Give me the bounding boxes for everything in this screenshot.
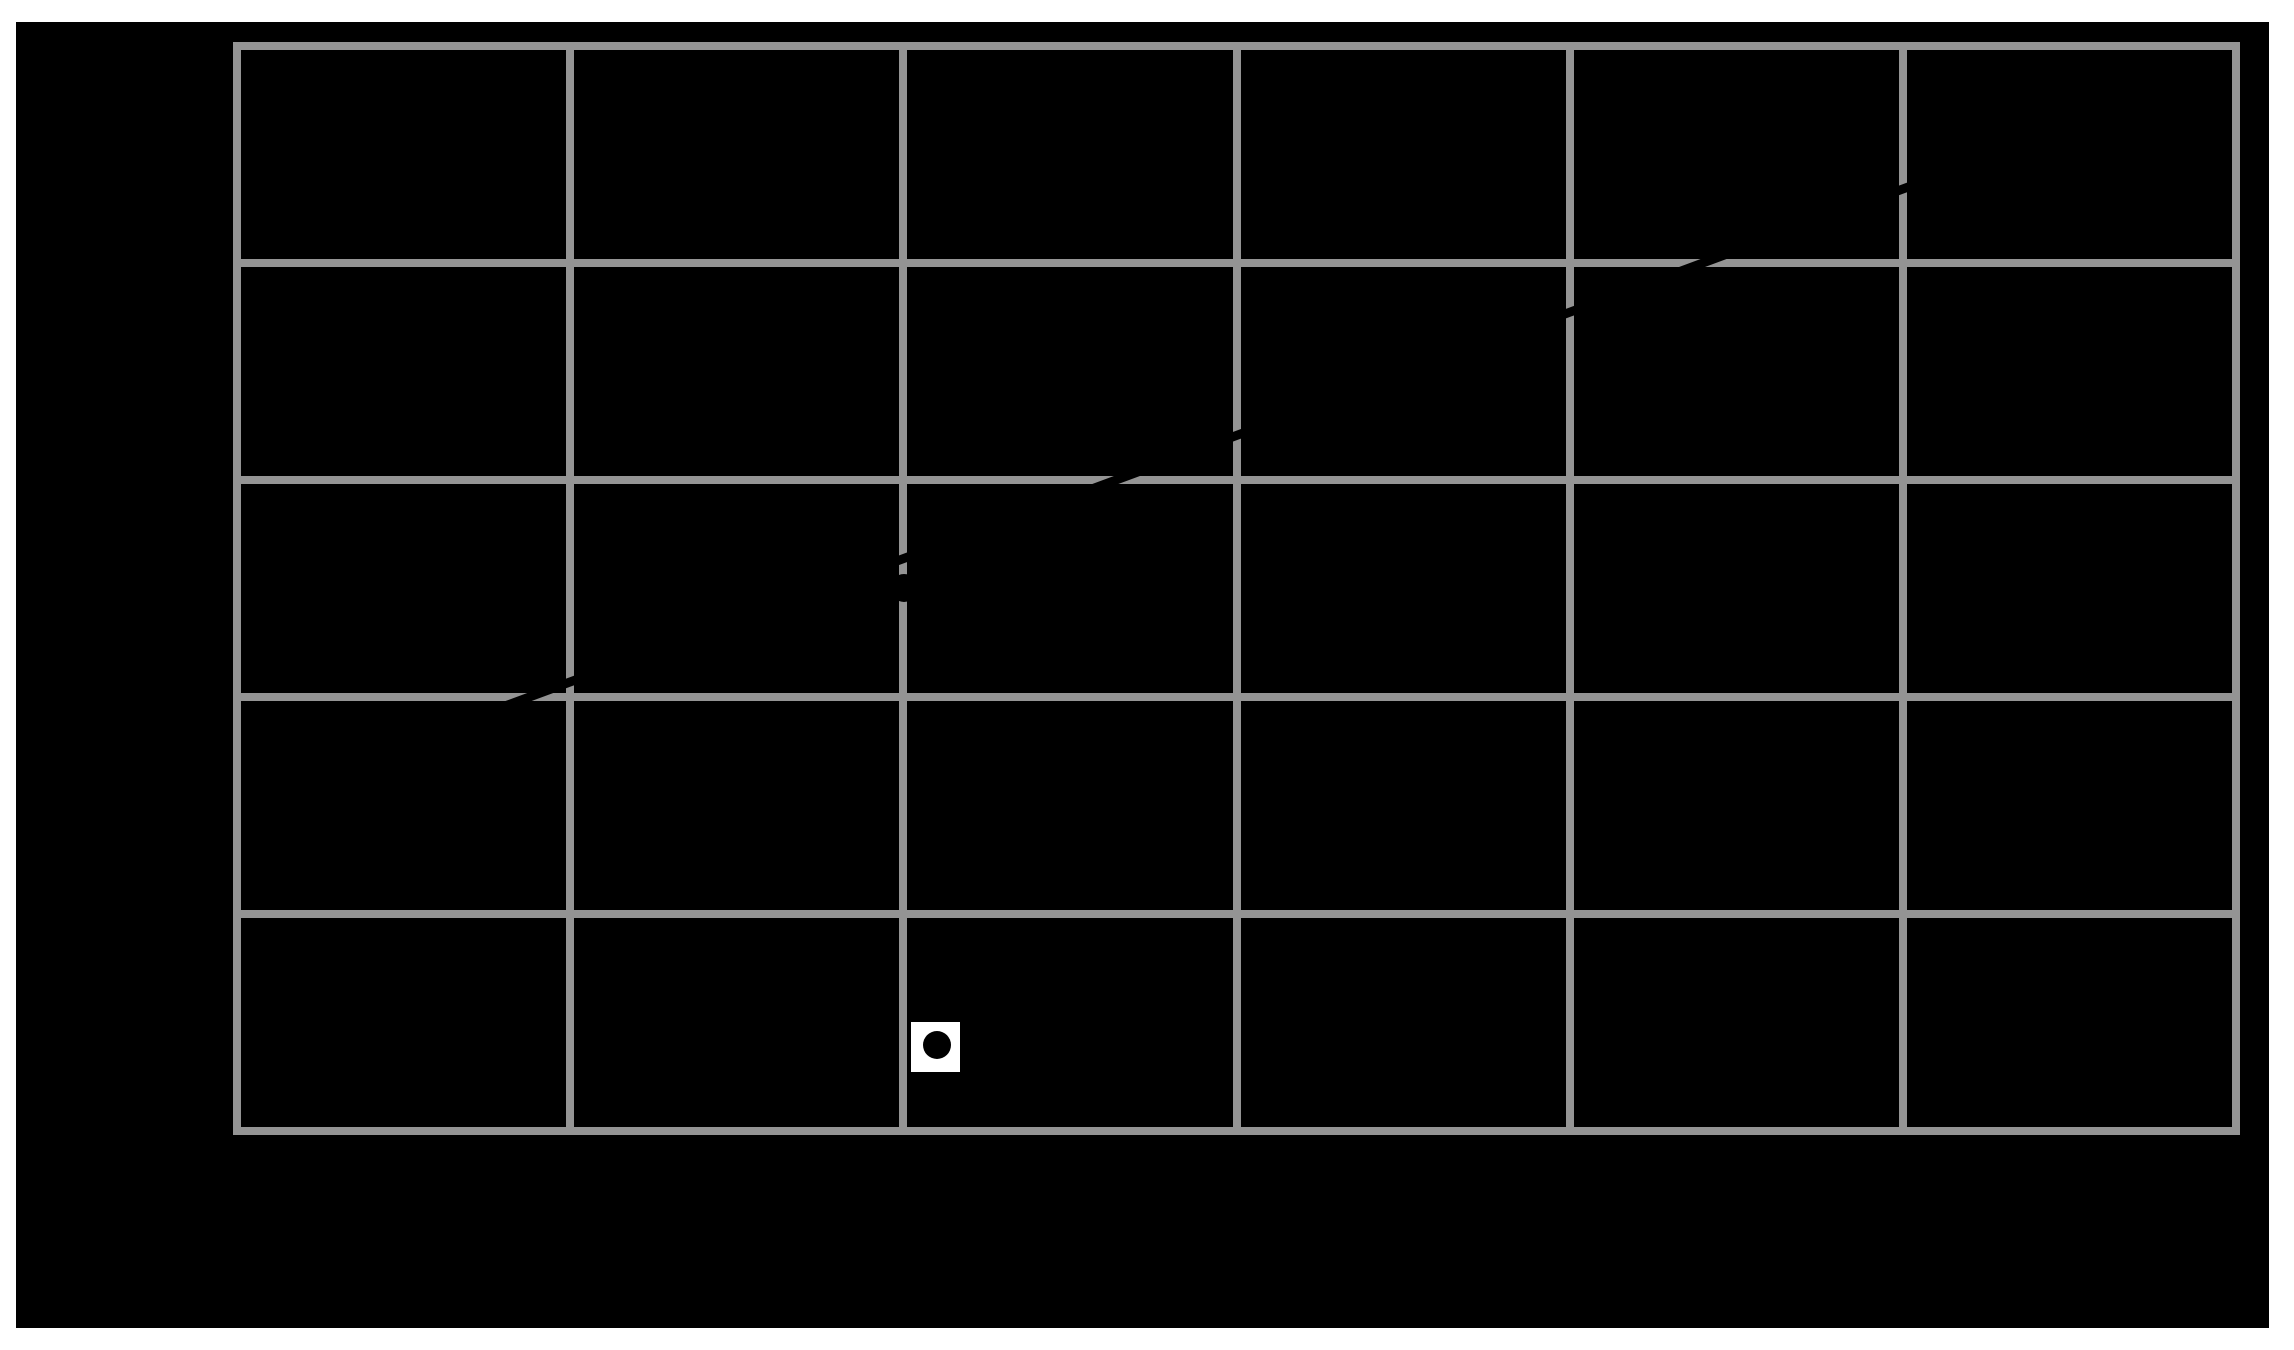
figure-canvas	[16, 22, 2269, 1328]
gridlines	[233, 42, 2240, 1135]
trend-line	[503, 171, 1940, 711]
legend	[911, 1022, 960, 1072]
legend-marker-circle-icon	[923, 1031, 951, 1059]
data-series	[503, 171, 1940, 711]
scatter-point	[890, 574, 918, 602]
